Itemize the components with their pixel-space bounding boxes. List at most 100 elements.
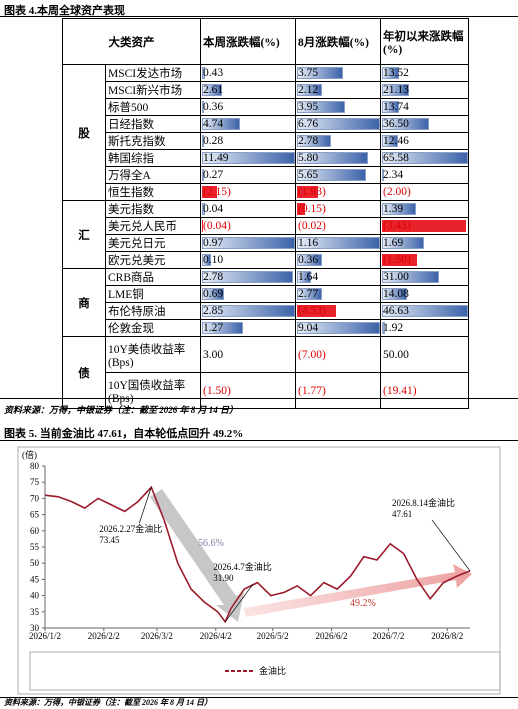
value-cell: (19.41) (380, 372, 469, 409)
value-label: 2.61 (203, 84, 224, 96)
value-label: 31.00 (383, 271, 409, 283)
value-label: 36.50 (383, 118, 409, 130)
x-tick-label: 2026/5/2 (257, 631, 289, 641)
value-label: 3.95 (298, 101, 319, 113)
y-tick-label: 55 (30, 542, 40, 552)
value-label: 0.10 (203, 254, 224, 266)
value-label: 9.04 (298, 322, 319, 334)
annotation-value: 73.45 (99, 535, 120, 545)
bar (202, 84, 223, 96)
header-cell: 年初以来涨跌幅(%) (380, 18, 469, 65)
chart-frame (17, 446, 501, 695)
value-cell: (3.43) (380, 217, 469, 235)
value-label: (2.00) (383, 186, 411, 198)
value-label: (4.53) (298, 305, 326, 317)
bar (382, 203, 417, 215)
value-label: 1.39 (383, 203, 404, 215)
decline-arrow (150, 489, 244, 622)
value-label: (1.77) (298, 384, 326, 397)
value-cell: 4.74 (200, 115, 296, 133)
value-cell: (1.93) (295, 183, 381, 201)
value-label: 1.69 (383, 237, 404, 249)
value-cell: (1.50) (200, 372, 296, 409)
y-tick-label: 45 (30, 574, 40, 584)
bar (202, 67, 205, 79)
value-label: 0.28 (203, 135, 224, 147)
value-cell: 1.27 (200, 319, 296, 337)
bar (202, 220, 203, 232)
bar (382, 305, 468, 317)
bar (297, 322, 380, 334)
bar (297, 288, 322, 300)
table-row: 债 10Y美债收益率(Bps) 3.00 (7.00) 50.00 (62, 336, 469, 409)
value-label: 0.36 (298, 254, 319, 266)
rule (0, 398, 518, 399)
bar (297, 84, 323, 96)
bar (297, 135, 331, 147)
bar (297, 305, 337, 317)
value-label: 0.69 (203, 288, 224, 300)
value-label: (0.15) (298, 203, 326, 215)
bar (202, 237, 295, 249)
bar (202, 288, 224, 300)
source: 资料来源：万得，中银证券（注：截至 2026 年 8 月 14 日） (4, 698, 212, 707)
bar (297, 203, 305, 215)
figure-title: 图表 5. 当前金油比 47.61，自本轮低点回升 49.2% (4, 428, 244, 440)
bar (202, 135, 204, 147)
category-cell: 债 (62, 336, 106, 409)
asset-name: CRB商品 (105, 268, 201, 286)
value-cell: 2.34 (380, 166, 469, 184)
value-label: (7.00) (298, 348, 326, 361)
value-label: 3.75 (298, 67, 319, 79)
bar (297, 118, 380, 130)
table-row: 恒生指数 (2.15) (1.93) (2.00) (63, 183, 469, 201)
change-label: 56.6% (198, 538, 224, 549)
bar (382, 237, 424, 249)
series-line (44, 485, 471, 624)
bar (202, 101, 204, 113)
x-tick-label: 2026/6/2 (315, 631, 347, 641)
table-row: 美元兑日元 0.97 1.16 1.69 (63, 234, 469, 252)
x-tick-label: 2026/8/2 (431, 631, 463, 641)
bar (382, 271, 439, 283)
y-tick-label: 60 (30, 526, 40, 536)
y-tick-label: 50 (30, 558, 40, 568)
bar (297, 237, 380, 249)
value-label: 5.80 (298, 152, 319, 164)
bar (382, 288, 408, 300)
value-cell: 1.16 (295, 234, 381, 252)
value-label: 1.16 (298, 237, 319, 249)
value-cell: (0.04) (200, 217, 296, 235)
value-label: 12.46 (383, 135, 409, 147)
bar (202, 118, 240, 130)
value-label: 13.74 (383, 101, 409, 113)
value-label: 1.64 (298, 271, 319, 283)
y-tick-label: 80 (30, 461, 40, 471)
change-label: 49.2% (350, 598, 376, 609)
bar (382, 67, 399, 79)
figure-title: 图表 4.本周全球资产表现 (4, 5, 125, 17)
value-label: 3.00 (203, 348, 224, 361)
bar (202, 254, 211, 266)
value-cell: 1.64 (295, 268, 381, 286)
value-cell: (0.15) (295, 200, 381, 218)
annotation-value: 47.61 (392, 509, 412, 519)
bar (297, 101, 346, 113)
y-tick-label: 40 (30, 591, 40, 601)
value-label: 46.63 (383, 305, 409, 317)
annotation-pointer (224, 583, 254, 623)
value-label: 50.00 (383, 348, 409, 361)
bar (382, 135, 398, 147)
value-cell: (4.53) (295, 302, 381, 320)
bar (382, 152, 468, 164)
bar (202, 271, 293, 283)
value-label: (1.50) (203, 384, 231, 397)
value-label: 2.12 (298, 84, 319, 96)
x-tick-label: 2026/1/2 (29, 631, 61, 641)
value-label: 0.97 (203, 237, 224, 249)
value-label: 0.43 (203, 67, 224, 79)
value-label: 1.92 (383, 322, 404, 334)
rise-arrow (244, 564, 472, 617)
value-cell: 5.80 (295, 149, 381, 167)
annotation-value: 31.90 (213, 573, 234, 583)
